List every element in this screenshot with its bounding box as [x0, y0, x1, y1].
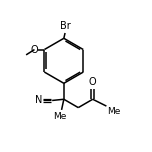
Text: Me: Me [108, 107, 121, 116]
Text: Br: Br [60, 21, 70, 31]
Text: O: O [89, 77, 97, 87]
Text: N: N [35, 95, 42, 105]
Text: Me: Me [53, 112, 67, 121]
Text: O: O [30, 45, 38, 55]
